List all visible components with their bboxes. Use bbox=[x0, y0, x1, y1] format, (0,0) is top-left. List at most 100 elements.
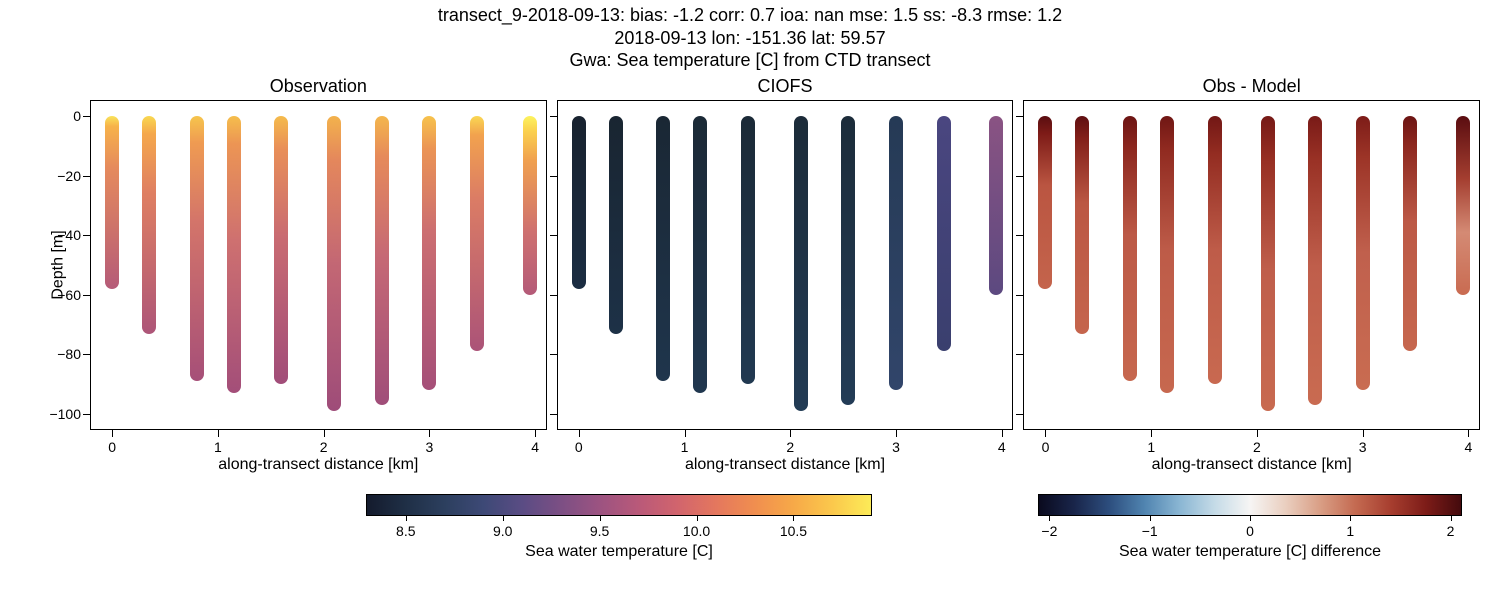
xtick bbox=[112, 429, 113, 437]
cbar-tick-label: 2 bbox=[1447, 523, 1455, 539]
ytick-label: −20 bbox=[57, 168, 81, 184]
cbar-tick-label: 10.5 bbox=[780, 523, 807, 539]
profile bbox=[794, 116, 808, 411]
cbar-tick bbox=[600, 515, 601, 521]
xtick-label: 4 bbox=[1465, 439, 1473, 455]
xtick bbox=[1257, 429, 1258, 437]
profile bbox=[656, 116, 670, 381]
xtick-label: 3 bbox=[892, 439, 900, 455]
cbar-label: Sea water temperature [C] difference bbox=[1039, 543, 1460, 561]
profile bbox=[1403, 116, 1417, 352]
cbar-tick-label: 9.0 bbox=[493, 523, 512, 539]
profile bbox=[105, 116, 119, 289]
ytick bbox=[1016, 235, 1024, 236]
ytick bbox=[83, 414, 91, 415]
xtick-label: 0 bbox=[575, 439, 583, 455]
xlabel: along-transect distance [km] bbox=[90, 456, 547, 474]
panel-title: Obs - Model bbox=[1023, 76, 1480, 97]
profile bbox=[190, 116, 204, 381]
ytick bbox=[550, 295, 558, 296]
ytick bbox=[83, 116, 91, 117]
xtick bbox=[1002, 429, 1003, 437]
ytick bbox=[550, 176, 558, 177]
colorbar-difference: −2−1012Sea water temperature [C] differe… bbox=[1038, 494, 1461, 516]
xtick-label: 2 bbox=[1253, 439, 1261, 455]
xtick bbox=[1045, 429, 1046, 437]
title-line-1: transect_9-2018-09-13: bias: -1.2 corr: … bbox=[0, 4, 1500, 27]
panel-1: CIOFS01234along-transect distance [km] bbox=[557, 100, 1014, 430]
xtick bbox=[1151, 429, 1152, 437]
colorbars-row: 8.59.09.510.010.5Sea water temperature [… bbox=[90, 494, 1480, 574]
profile bbox=[1038, 116, 1052, 289]
xtick-label: 2 bbox=[786, 439, 794, 455]
panels-row: Observation0−20−40−60−80−10001234Depth [… bbox=[90, 100, 1480, 430]
xtick bbox=[1363, 429, 1364, 437]
ytick bbox=[83, 354, 91, 355]
ytick bbox=[550, 116, 558, 117]
cbar-tick bbox=[793, 515, 794, 521]
xtick-label: 1 bbox=[681, 439, 689, 455]
cbar-label: Sea water temperature [C] bbox=[367, 543, 871, 561]
title-line-2: 2018-09-13 lon: -151.36 lat: 59.57 bbox=[0, 27, 1500, 50]
colorbar1-slot: 8.59.09.510.010.5Sea water temperature [… bbox=[90, 494, 1010, 574]
profile bbox=[327, 116, 341, 411]
cbar-tick-label: −1 bbox=[1142, 523, 1158, 539]
colorbar-temperature: 8.59.09.510.010.5Sea water temperature [… bbox=[366, 494, 872, 516]
cbar-tick bbox=[406, 515, 407, 521]
xtick-label: 4 bbox=[531, 439, 539, 455]
profile bbox=[1356, 116, 1370, 390]
profile bbox=[1456, 116, 1470, 295]
profile bbox=[470, 116, 484, 352]
ytick bbox=[83, 176, 91, 177]
ytick bbox=[550, 414, 558, 415]
profile bbox=[1308, 116, 1322, 405]
ytick bbox=[1016, 116, 1024, 117]
xtick-label: 1 bbox=[214, 439, 222, 455]
cbar-tick bbox=[1451, 515, 1452, 521]
ytick bbox=[1016, 295, 1024, 296]
xtick bbox=[535, 429, 536, 437]
ytick-label: −100 bbox=[49, 406, 81, 422]
xtick bbox=[218, 429, 219, 437]
cbar-tick bbox=[1049, 515, 1050, 521]
profile bbox=[1261, 116, 1275, 411]
figure-title: transect_9-2018-09-13: bias: -1.2 corr: … bbox=[0, 4, 1500, 72]
ytick-label: 0 bbox=[73, 108, 81, 124]
xtick-label: 0 bbox=[1042, 439, 1050, 455]
cbar-tick-label: 10.0 bbox=[683, 523, 710, 539]
title-line-3: Gwa: Sea temperature [C] from CTD transe… bbox=[0, 49, 1500, 72]
panel-0: Observation0−20−40−60−80−10001234Depth [… bbox=[90, 100, 547, 430]
cbar-tick bbox=[697, 515, 698, 521]
profile bbox=[609, 116, 623, 334]
ytick bbox=[550, 235, 558, 236]
cbar-tick bbox=[1250, 515, 1251, 521]
profile bbox=[375, 116, 389, 405]
ytick bbox=[550, 354, 558, 355]
ytick bbox=[83, 235, 91, 236]
xtick-label: 3 bbox=[1359, 439, 1367, 455]
profile bbox=[841, 116, 855, 405]
profile bbox=[1160, 116, 1174, 393]
xtick-label: 2 bbox=[320, 439, 328, 455]
xtick bbox=[579, 429, 580, 437]
profile bbox=[523, 116, 537, 295]
panel-2: Obs - Model01234along-transect distance … bbox=[1023, 100, 1480, 430]
cbar-tick bbox=[503, 515, 504, 521]
profile bbox=[989, 116, 1003, 295]
profile bbox=[937, 116, 951, 352]
plot-area: 01234 bbox=[1023, 100, 1480, 430]
ytick bbox=[1016, 176, 1024, 177]
xlabel: along-transect distance [km] bbox=[557, 456, 1014, 474]
cbar-tick-label: 9.5 bbox=[590, 523, 609, 539]
xtick-label: 3 bbox=[425, 439, 433, 455]
ylabel: Depth [m] bbox=[50, 230, 68, 299]
profile bbox=[1208, 116, 1222, 384]
profile bbox=[741, 116, 755, 384]
plot-area: 0−20−40−60−80−10001234 bbox=[90, 100, 547, 430]
xtick-label: 4 bbox=[998, 439, 1006, 455]
colorbar2-slot: −2−1012Sea water temperature [C] differe… bbox=[1020, 494, 1480, 574]
profile bbox=[227, 116, 241, 393]
cbar-tick bbox=[1150, 515, 1151, 521]
cbar-tick-label: 1 bbox=[1346, 523, 1354, 539]
xtick bbox=[896, 429, 897, 437]
